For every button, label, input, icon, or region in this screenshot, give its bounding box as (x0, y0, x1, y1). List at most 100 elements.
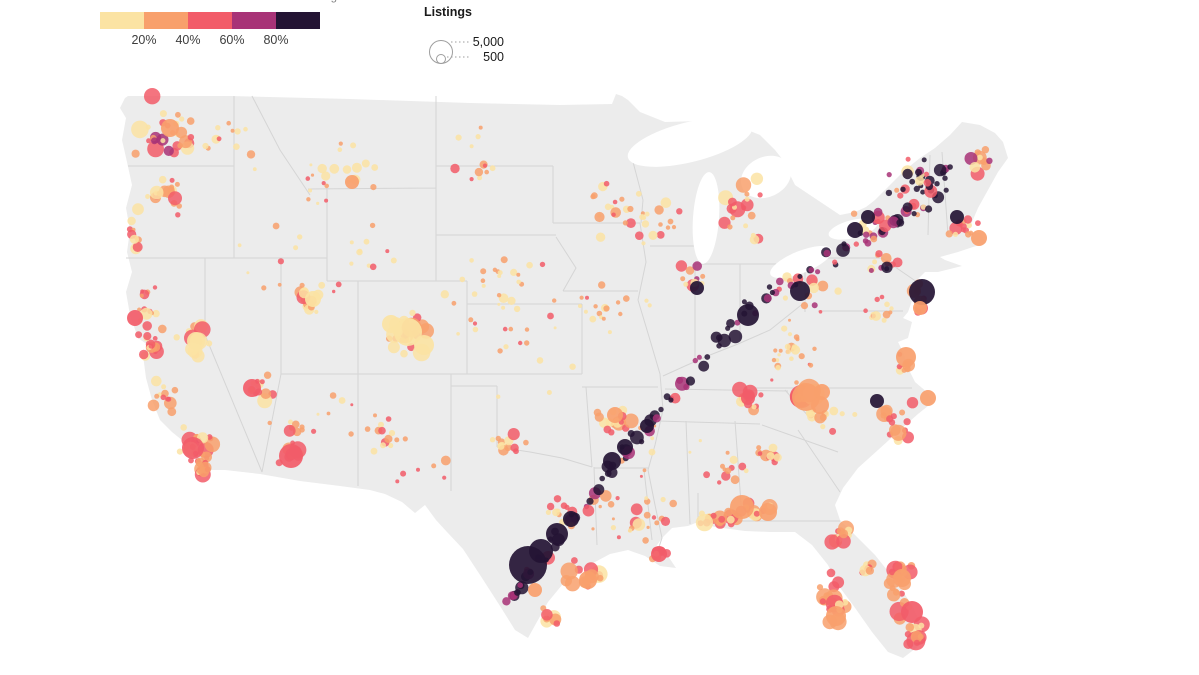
listing-dot[interactable] (890, 424, 907, 441)
listing-dot[interactable] (665, 225, 671, 230)
listing-dot[interactable] (335, 281, 342, 288)
listing-dot[interactable] (243, 126, 248, 132)
listing-dot[interactable] (546, 390, 552, 395)
listing-dot[interactable] (593, 304, 598, 309)
listing-dot[interactable] (902, 168, 913, 180)
listing-dot[interactable] (741, 391, 755, 405)
listing-dot[interactable] (635, 231, 644, 240)
listing-dot[interactable] (187, 134, 195, 141)
listing-dot[interactable] (915, 168, 922, 176)
listing-dot[interactable] (472, 321, 478, 326)
listing-dot[interactable] (688, 450, 692, 454)
listing-dot[interactable] (202, 142, 209, 150)
listing-dot[interactable] (839, 411, 845, 417)
listing-dot[interactable] (390, 257, 397, 264)
listing-dot[interactable] (378, 421, 384, 428)
listing-dot[interactable] (147, 399, 160, 412)
listing-dot[interactable] (611, 517, 615, 521)
listing-dot[interactable] (370, 184, 377, 191)
listing-dot[interactable] (899, 409, 906, 416)
listing-dot[interactable] (503, 344, 509, 350)
listing-dot[interactable] (630, 503, 643, 516)
listing-dot[interactable] (158, 175, 167, 184)
listing-dot[interactable] (607, 407, 623, 423)
listing-dot[interactable] (819, 414, 827, 421)
listing-dot[interactable] (350, 403, 354, 407)
listing-dot[interactable] (785, 348, 791, 355)
listing-dot[interactable] (881, 261, 893, 273)
listing-dot[interactable] (589, 315, 597, 323)
listing-dot[interactable] (654, 205, 664, 215)
listing-dot[interactable] (883, 578, 895, 589)
listing-dot[interactable] (942, 175, 948, 181)
listing-dot[interactable] (171, 386, 179, 394)
listing-dot[interactable] (316, 412, 320, 416)
listing-dot[interactable] (145, 194, 151, 199)
listing-dot[interactable] (850, 210, 858, 217)
listing-dot[interactable] (495, 435, 501, 442)
listing-dot[interactable] (263, 371, 272, 379)
listing-dot[interactable] (966, 222, 972, 229)
listing-dot[interactable] (695, 513, 714, 532)
listing-dot[interactable] (321, 181, 326, 186)
listing-dot[interactable] (552, 508, 560, 517)
listing-dot[interactable] (541, 609, 553, 621)
listing-dot[interactable] (489, 437, 496, 443)
listing-dot[interactable] (216, 136, 222, 142)
listing-dot[interactable] (826, 568, 836, 578)
listing-dot[interactable] (923, 171, 930, 177)
listing-dot[interactable] (787, 332, 793, 337)
listing-dot[interactable] (547, 312, 554, 320)
listing-dot[interactable] (751, 404, 757, 410)
listing-dot[interactable] (896, 218, 905, 227)
listing-dot[interactable] (603, 180, 610, 187)
listing-dot[interactable] (902, 202, 913, 213)
listing-dot[interactable] (456, 332, 460, 336)
listing-dot[interactable] (892, 561, 903, 572)
listing-dot[interactable] (518, 340, 523, 346)
listing-dot[interactable] (896, 347, 916, 367)
listing-dot[interactable] (945, 230, 953, 238)
listing-dot[interactable] (594, 412, 604, 422)
listing-dot[interactable] (675, 260, 688, 272)
listing-dot[interactable] (667, 218, 674, 225)
listing-dot[interactable] (717, 333, 731, 348)
listing-dot[interactable] (502, 597, 511, 606)
listing-dot[interactable] (305, 291, 321, 307)
listing-dot[interactable] (169, 186, 175, 192)
listing-dot[interactable] (660, 516, 671, 527)
listing-dot[interactable] (836, 534, 851, 549)
listing-dot[interactable] (903, 418, 911, 426)
listing-dot[interactable] (734, 319, 741, 326)
listing-dot[interactable] (598, 504, 602, 509)
listing-dot[interactable] (140, 307, 153, 320)
listing-dot[interactable] (582, 504, 595, 517)
listing-dot[interactable] (385, 416, 392, 422)
listing-dot[interactable] (904, 631, 912, 638)
listing-dot[interactable] (986, 157, 993, 164)
listing-dot[interactable] (795, 337, 800, 342)
listing-dot[interactable] (508, 326, 514, 332)
listing-dot[interactable] (146, 138, 152, 144)
listing-dot[interactable] (643, 511, 651, 519)
listing-dot[interactable] (596, 310, 603, 317)
listing-dot[interactable] (875, 250, 883, 258)
listing-dot[interactable] (853, 241, 859, 247)
listing-dot[interactable] (151, 375, 162, 387)
listing-dot[interactable] (478, 125, 483, 130)
listing-dot[interactable] (888, 419, 896, 426)
listing-dot[interactable] (873, 207, 883, 217)
listing-dot[interactable] (791, 344, 798, 350)
listing-dot[interactable] (400, 470, 407, 477)
listing-dot[interactable] (893, 569, 911, 587)
listing-dot[interactable] (612, 199, 618, 205)
listing-dot[interactable] (728, 197, 737, 207)
listing-dot[interactable] (777, 353, 781, 357)
listing-dot[interactable] (585, 295, 589, 300)
listing-dot[interactable] (471, 291, 478, 297)
listing-dot[interactable] (671, 225, 677, 230)
listing-dot[interactable] (378, 426, 386, 435)
listing-dot[interactable] (639, 214, 646, 220)
listing-dot[interactable] (594, 211, 605, 223)
listing-dot[interactable] (484, 169, 490, 175)
